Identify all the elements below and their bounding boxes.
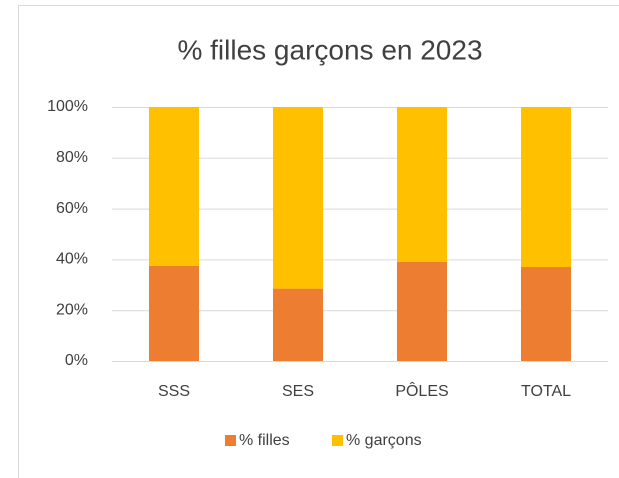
- legend-swatch: [332, 435, 343, 446]
- bar-segment: [273, 107, 323, 289]
- bar-segment: [397, 107, 447, 262]
- bar-segment: [149, 265, 199, 361]
- chart-title: % filles garçons en 2023: [177, 34, 482, 65]
- y-tick-label: 60%: [56, 200, 88, 217]
- y-tick-label: 0%: [65, 352, 88, 369]
- y-tick-label: 40%: [56, 251, 88, 268]
- bar-segment: [521, 107, 571, 268]
- bar-segment: [397, 261, 447, 361]
- legend-swatch: [225, 435, 236, 446]
- y-tick-label: 20%: [56, 301, 88, 318]
- y-tick-label: 80%: [56, 149, 88, 166]
- legend-label: % filles: [239, 432, 290, 449]
- bar-segment: [521, 267, 571, 361]
- bar-segment: [149, 107, 199, 266]
- x-tick-label: TOTAL: [521, 383, 571, 400]
- bar-segment: [273, 288, 323, 361]
- legend-label: % garçons: [346, 432, 422, 449]
- x-tick-label: PÔLES: [395, 381, 448, 400]
- x-tick-label: SES: [282, 383, 314, 400]
- x-tick-label: SSS: [158, 383, 190, 400]
- y-tick-label: 100%: [47, 98, 88, 115]
